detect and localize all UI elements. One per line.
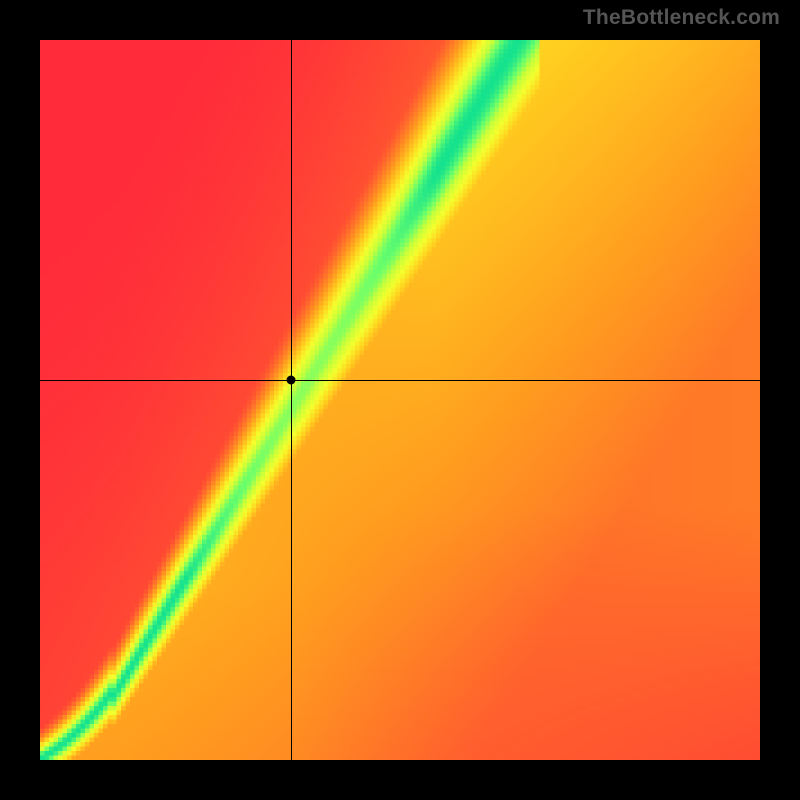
marker-dot <box>286 375 295 384</box>
chart-frame: TheBottleneck.com <box>0 0 800 800</box>
crosshair-vertical <box>291 40 292 760</box>
heatmap-plot <box>40 40 760 760</box>
crosshair-horizontal <box>40 380 760 381</box>
watermark-text: TheBottleneck.com <box>583 6 780 30</box>
heatmap-canvas <box>40 40 760 760</box>
